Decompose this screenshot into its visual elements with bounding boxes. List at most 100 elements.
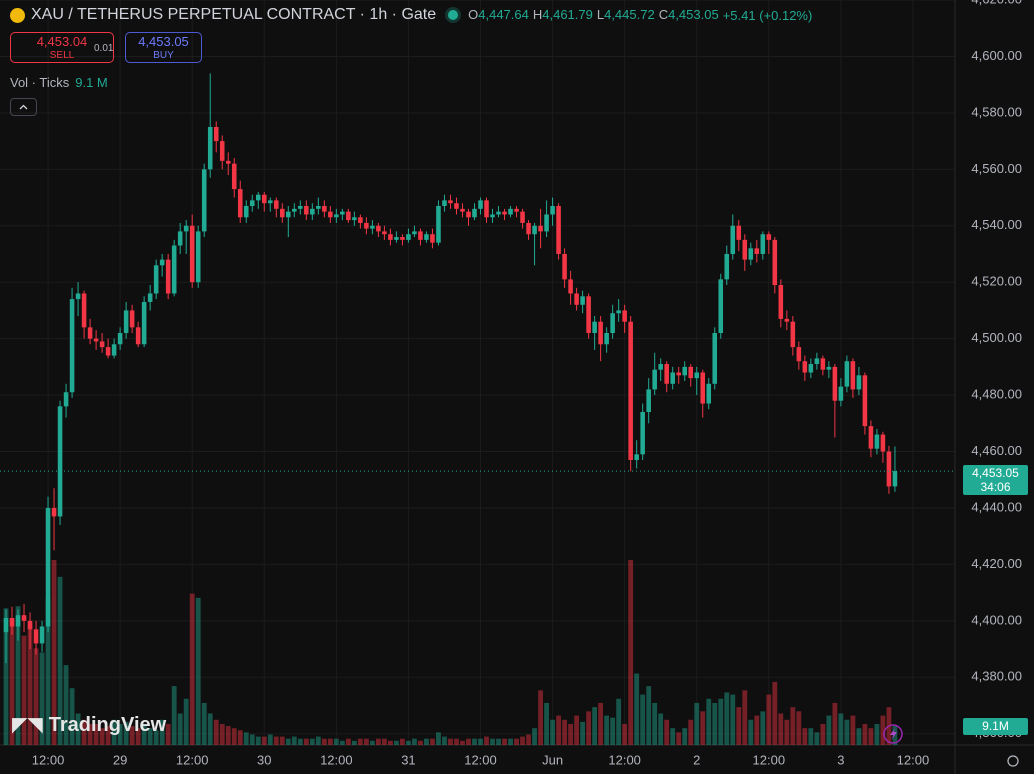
volume-bar [796, 711, 802, 745]
candle-body [820, 358, 826, 370]
volume-bar [430, 738, 435, 745]
candle-body [634, 454, 639, 460]
watermark: ◤◥ TradingView [12, 714, 167, 736]
candle-body [808, 364, 814, 373]
candle-body [87, 327, 93, 339]
volume-bar [640, 694, 646, 745]
candle-body [442, 200, 447, 207]
candle-body [352, 217, 357, 221]
volume-bar [574, 715, 580, 745]
volume-bar [333, 738, 339, 745]
x-tick-label: 12:00 [176, 752, 209, 767]
candle-body [249, 200, 255, 207]
candle-body [628, 321, 633, 460]
sell-button[interactable]: 4,453.04 SELL [10, 32, 114, 63]
volume-bar [478, 738, 483, 745]
readout-key: H [532, 7, 543, 22]
candle-body [676, 372, 681, 376]
volume-bar [646, 686, 652, 745]
candle-body [292, 208, 297, 212]
volume-bar [496, 738, 501, 745]
candle-body [892, 471, 898, 487]
candle-body [592, 321, 597, 333]
candle-body [165, 259, 171, 294]
volume-bar [676, 732, 682, 745]
volume-bar [538, 690, 543, 745]
candle-body [748, 248, 754, 260]
candle-body [772, 239, 778, 286]
candle-body [640, 412, 645, 455]
candle-body [177, 231, 183, 246]
readout-item: L4,445.72 [597, 7, 655, 22]
y-tick-label: 4,440.00 [971, 499, 1022, 514]
collapse-icon [19, 104, 28, 110]
volume-bar [225, 726, 231, 745]
candle-body [189, 225, 195, 283]
volume-bar [712, 702, 718, 745]
candle-body [616, 310, 621, 314]
candle-body [81, 293, 87, 328]
volume-bar [622, 723, 628, 745]
volume-bar [544, 702, 549, 745]
readout-item: H4,461.79 [533, 7, 593, 22]
candle-body [514, 208, 519, 212]
candle-body [568, 279, 573, 294]
alert-icon [883, 724, 903, 744]
y-tick-label: 4,620.00 [971, 0, 1022, 6]
x-tick-label: 30 [257, 752, 271, 767]
volume-bar [273, 736, 279, 745]
candle-body [472, 208, 477, 218]
candle-body [280, 208, 285, 218]
volume-bar [598, 702, 604, 745]
y-tick-label: 4,560.00 [971, 161, 1022, 176]
volume-bar [784, 719, 790, 745]
candle-body [718, 279, 724, 333]
volume-bar [267, 734, 273, 745]
volume-bar [93, 723, 99, 745]
volume-bar [844, 719, 850, 745]
candle-body [754, 248, 760, 254]
buy-button[interactable]: 4,453.05 BUY [125, 32, 202, 63]
volume-bar [748, 719, 754, 745]
candle-body [550, 206, 555, 215]
volume-bar [820, 723, 826, 745]
volume-bar [448, 738, 453, 745]
volume-bar [189, 593, 195, 745]
candle-body [243, 206, 249, 218]
volume-bar [129, 726, 135, 745]
volume-bar [730, 694, 736, 745]
volume-bar [724, 692, 730, 745]
candle-body [57, 406, 63, 517]
volume-bar [586, 711, 592, 745]
candle-body [328, 211, 333, 218]
candle-body [526, 222, 531, 235]
candle-body [580, 296, 585, 305]
readout-item: C4,453.05 [659, 7, 719, 22]
x-tick-label: Jun [542, 752, 563, 767]
collapse-button[interactable] [10, 98, 37, 116]
volume-bar [382, 738, 387, 745]
volume-bar [814, 732, 820, 745]
settings-icon [1007, 755, 1019, 767]
candle-body [63, 392, 69, 407]
volume-bar [580, 721, 586, 745]
y-tick-label: 4,600.00 [971, 48, 1022, 63]
candle-body [237, 189, 243, 218]
volume-bar [760, 711, 766, 745]
volume-bar [255, 736, 261, 745]
candle-body [742, 239, 748, 260]
price-tag-price: 4,453.05 [972, 466, 1019, 480]
candle-body [340, 211, 345, 215]
volume-bar [297, 738, 303, 745]
candle-body [520, 211, 525, 223]
volume-bar [33, 648, 39, 745]
volume-bar [604, 715, 610, 745]
y-tick-label: 4,540.00 [971, 217, 1022, 232]
candle-body [466, 211, 471, 218]
volume-bar [526, 734, 531, 745]
candle-body [424, 234, 429, 240]
candle-body [388, 234, 393, 240]
volume-bar [231, 728, 237, 745]
volume-bars [3, 560, 898, 745]
candle-body [135, 327, 141, 345]
